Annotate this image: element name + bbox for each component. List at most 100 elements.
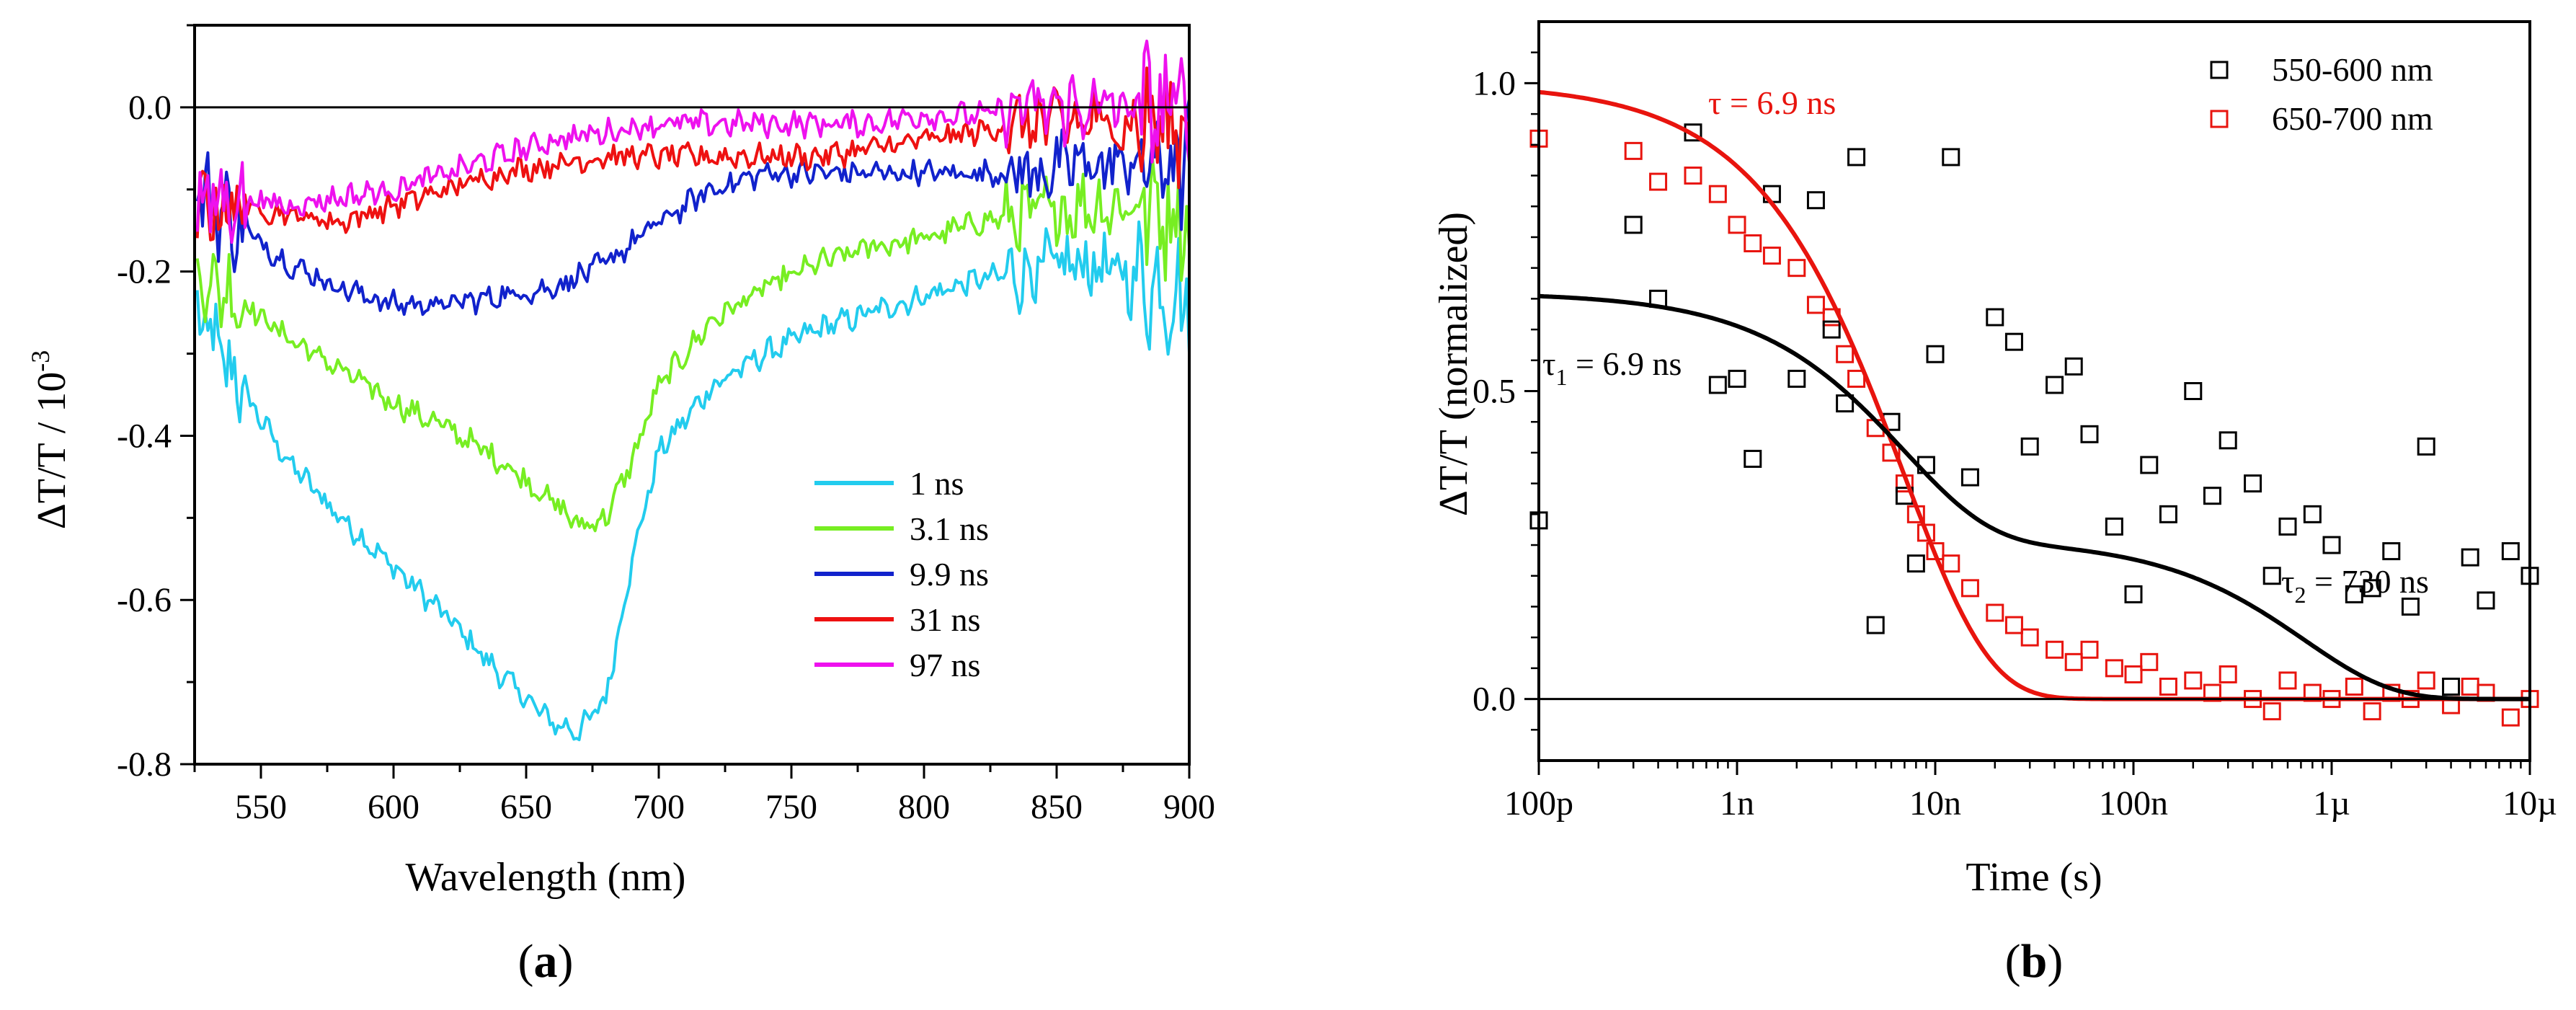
- panel-b-data-point: [1836, 345, 1855, 363]
- panel-b-legend: 550-600 nm 650-700 nm: [2210, 51, 2433, 137]
- panel-a-y-tick-label: -0.8: [117, 745, 172, 784]
- panel-b-data-point: [1942, 148, 1960, 167]
- panel-b-data-point: [2219, 431, 2237, 450]
- panel-b-data-point: [2140, 456, 2159, 474]
- panel-b-data-point: [2461, 548, 2479, 567]
- panel-b-data-point: [2417, 671, 2435, 690]
- panel-a: 550 600 650 700 750 800 850 900 0.0 -0.2 -0.4 -0.6…: [26, 24, 1215, 988]
- panel-b-data-point: [2417, 437, 2435, 456]
- panel-b-data-point: [2124, 585, 2143, 603]
- panel-b-tau2-value: = 730 ns: [2306, 563, 2429, 600]
- panel-b-data-point: [1744, 449, 1762, 468]
- panel-b-data-point: [1906, 554, 1925, 573]
- panel-a-legend: 1 ns 3.1 ns 9.9 ns 31 ns 97 ns: [814, 465, 989, 683]
- panel-b-data-point: [2501, 708, 2520, 727]
- panel-b-data-point: [2262, 702, 2281, 721]
- panel-b-x-tick-label: 10µ: [2502, 784, 2557, 823]
- panel-b-data-point: [1917, 523, 1935, 542]
- panel-b-tau1-value: = 6.9 ns: [1568, 345, 1682, 382]
- panel-b-tau1-subscript: 1: [1556, 364, 1568, 390]
- panel-a-x-tick-label: 550: [235, 788, 287, 826]
- panel-b-data-point: [2322, 536, 2341, 554]
- panel-b-data-point: [1728, 216, 1746, 234]
- panel-b-data-point: [2477, 591, 2495, 610]
- panel-a-x-tick-label: 900: [1163, 788, 1215, 826]
- panel-b-data-point: [1836, 394, 1855, 413]
- panel-a-legend-label: 9.9 ns: [910, 556, 989, 593]
- panel-a-y-ticks: 0.0 -0.2 -0.4 -0.6 -0.8: [117, 24, 195, 784]
- panel-b-data-point: [1728, 369, 1746, 388]
- panel-b-y-ticks: 0.0 0.5 1.0: [1473, 51, 1539, 731]
- panel-b-tau1-annotation: τ1 = 6.9 ns: [1542, 345, 1682, 390]
- panel-b-data-point: [1806, 296, 1825, 314]
- panel-b-data-point: [2345, 678, 2363, 696]
- panel-b-data-point: [2124, 665, 2143, 683]
- panel-a-x-tick-label: 700: [633, 788, 685, 826]
- panel-b-y-tick-label: 0.5: [1473, 373, 1516, 411]
- panel-b-x-tick-label: 1n: [1720, 784, 1754, 823]
- panel-b-data-point: [2064, 652, 2083, 671]
- panel-a-x-tick-label: 800: [898, 788, 950, 826]
- panel-b-data-point: [2080, 640, 2099, 659]
- panel-b-x-tick-label: 100p: [1504, 784, 1573, 823]
- panel-b-data-point: [1744, 234, 1762, 252]
- panel-b-tau2-annotation: τ2 = 730 ns: [2281, 563, 2429, 608]
- panel-b-legend-label: 650-700 nm: [2272, 100, 2433, 137]
- panel-a-y-axis-label: ΔT/T / 10-3: [26, 350, 74, 530]
- panel-b-data-point: [2262, 567, 2281, 585]
- panel-b-data-point: [1806, 191, 1825, 210]
- panel-a-y-tick-label: -0.2: [117, 253, 172, 291]
- panel-a-x-tick-label: 650: [500, 788, 552, 826]
- panel-a-series-group: [195, 39, 1191, 742]
- panel-a-x-tick-label: 750: [765, 788, 817, 826]
- panel-b-data-point: [1787, 369, 1806, 388]
- panel-b-data-point: [2020, 437, 2039, 456]
- panel-b: 100p 1n 10n 100n 1µ 10µ 0.0 0.5 1.0 Time (s) ΔT…: [1431, 20, 2557, 988]
- panel-b-data-point: [2303, 505, 2322, 523]
- panel-a-y-axis-label-exponent: -3: [26, 350, 55, 372]
- panel-b-data-point: [2046, 640, 2064, 659]
- panel-b-data-point: [2345, 585, 2363, 603]
- panel-a-label: (a): [518, 935, 574, 988]
- panel-b-data-point: [1822, 320, 1841, 339]
- panel-b-x-tick-label: 10n: [1909, 784, 1961, 823]
- panel-a-legend-label: 3.1 ns: [910, 510, 989, 547]
- panel-b-data-point: [2278, 671, 2297, 690]
- panel-b-data-point: [2501, 542, 2520, 561]
- panel-b-data-point: [1649, 172, 1668, 191]
- panel-b-data-point: [2105, 659, 2123, 678]
- panel-a-legend-label: 31 ns: [910, 601, 980, 638]
- panel-b-data-point: [2382, 542, 2401, 561]
- panel-b-data-point: [1960, 579, 1979, 598]
- panel-b-data-point: [2004, 332, 2023, 351]
- panel-b-data-point: [2219, 665, 2237, 683]
- panel-b-data-point: [1708, 376, 1727, 394]
- panel-b-legend-marker: [2210, 61, 2229, 79]
- panel-a-x-axis-label: Wavelength (nm): [406, 855, 686, 900]
- panel-b-x-ticks: 100p 1n 10n 100n 1µ 10µ: [1504, 761, 2557, 823]
- panel-a-letter: a: [534, 935, 558, 988]
- panel-a-legend-label: 1 ns: [910, 465, 964, 502]
- panel-b-data-point: [1926, 345, 1945, 363]
- panel-b-y-axis-label: ΔT/T (normalized): [1431, 212, 1476, 516]
- panel-b-tau-red-annotation: τ = 6.9 ns: [1708, 84, 1836, 121]
- panel-b-data-point: [1986, 603, 2004, 622]
- panel-b-data-point: [2244, 474, 2262, 493]
- panel-b-data-point: [1986, 308, 2004, 327]
- panel-b-legend-marker: [2210, 110, 2229, 128]
- panel-a-series-line: [195, 99, 1191, 316]
- panel-b-data-point: [2442, 678, 2461, 696]
- panel-b-data-point: [2203, 487, 2221, 505]
- panel-a-series-line: [195, 39, 1191, 244]
- panel-b-x-tick-label: 100n: [2099, 784, 2168, 823]
- panel-a-x-ticks: 550 600 650 700 750 800 850 900: [193, 764, 1215, 826]
- panel-b-data-point: [1762, 247, 1781, 265]
- panel-b-data-point: [1847, 369, 1866, 388]
- panel-b-data-point: [1708, 185, 1727, 203]
- panel-b-data-point: [1624, 216, 1643, 234]
- panel-a-y-tick-label: -0.4: [117, 417, 172, 455]
- panel-b-legend-label: 550-600 nm: [2272, 51, 2433, 88]
- panel-b-data-point: [1942, 554, 1960, 573]
- panel-b-tau1-symbol: τ: [1542, 345, 1556, 382]
